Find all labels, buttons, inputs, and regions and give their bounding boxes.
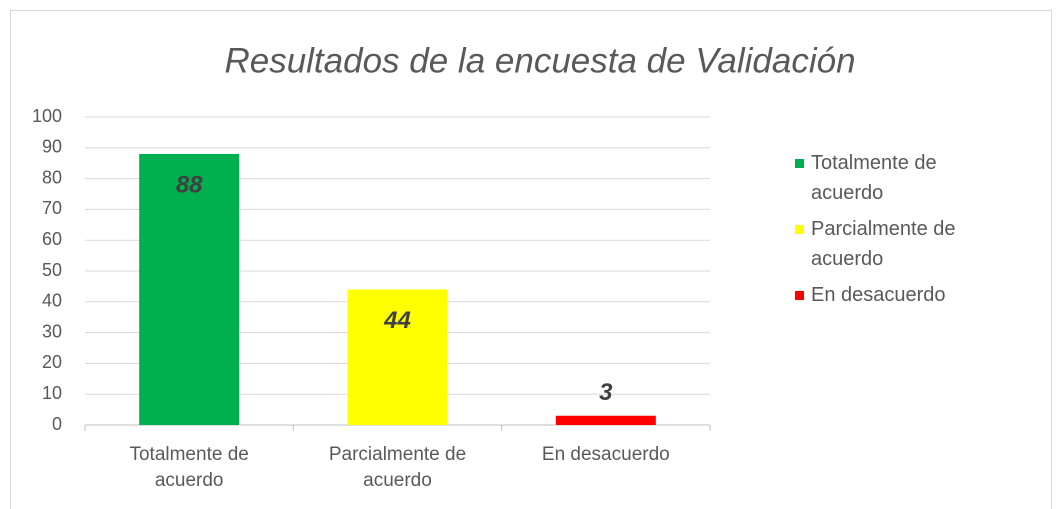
y-tick-label: 50 xyxy=(42,260,62,280)
data-label: 88 xyxy=(176,171,203,198)
y-tick-label: 10 xyxy=(42,383,62,403)
x-tick-label: Parcialmente de acuerdo xyxy=(328,444,467,491)
y-tick-label: 70 xyxy=(42,198,62,218)
y-tick-label: 30 xyxy=(42,321,62,341)
y-tick-label: 80 xyxy=(42,167,62,187)
bar xyxy=(347,289,448,425)
data-label: 3 xyxy=(599,379,613,406)
legend-label: Parcialmente de acuerdo xyxy=(811,218,956,270)
legend-label: Totalmente de acuerdo xyxy=(811,152,937,204)
data-label: 44 xyxy=(383,307,411,334)
chart-frame xyxy=(10,10,1052,509)
y-tick-label: 90 xyxy=(42,137,62,157)
bar xyxy=(555,415,656,425)
y-tick-label: 100 xyxy=(32,106,62,126)
legend-label: En desacuerdo xyxy=(811,284,946,306)
chart-title: Resultados de la encuesta de Validación xyxy=(224,41,855,80)
legend-swatch xyxy=(795,159,804,168)
y-tick-label: 20 xyxy=(42,352,62,372)
x-tick-label: Totalmente de acuerdo xyxy=(129,444,249,491)
y-tick-label: 40 xyxy=(42,291,62,311)
x-tick-label: En desacuerdo xyxy=(541,444,670,465)
legend-swatch xyxy=(795,225,804,234)
y-tick-label: 0 xyxy=(52,414,62,434)
y-tick-label: 60 xyxy=(42,229,62,249)
legend-swatch xyxy=(795,291,804,300)
bar xyxy=(139,153,240,425)
